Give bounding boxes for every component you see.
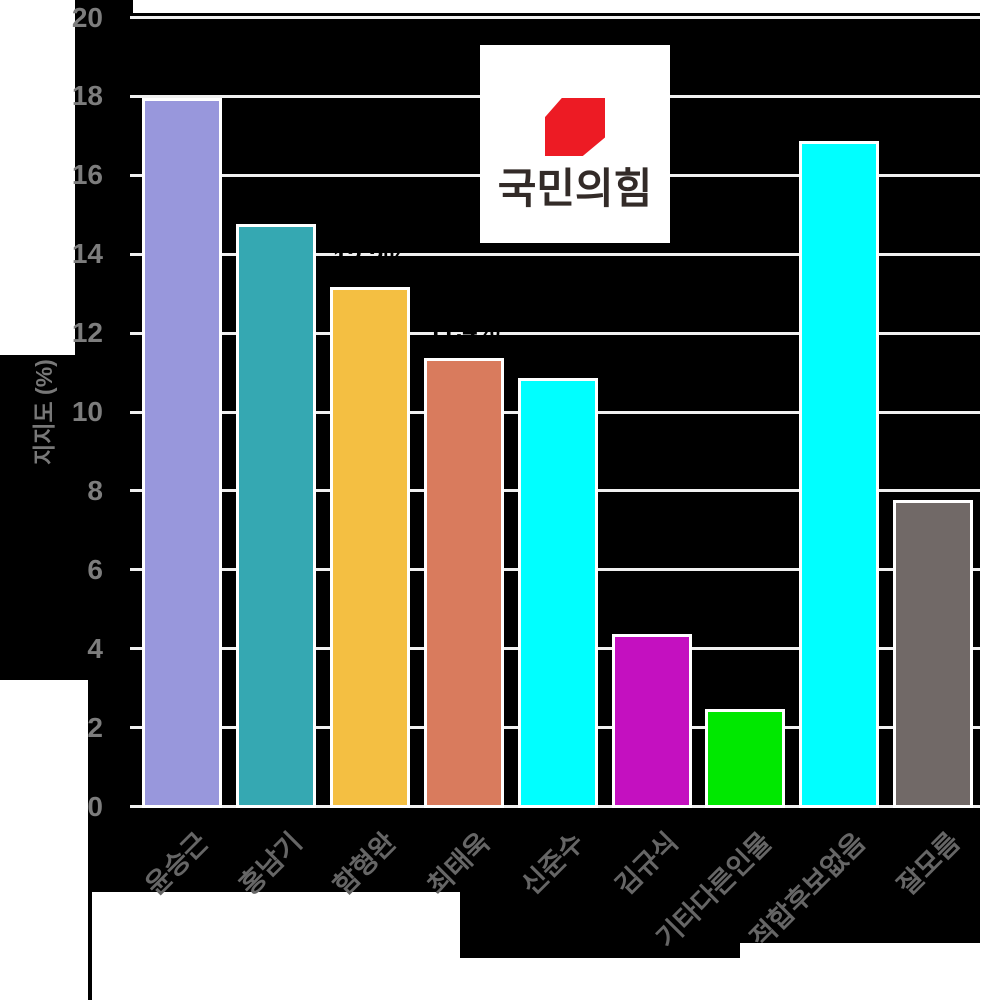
gridline-y-12: [130, 331, 980, 335]
y-tick-label-12: 12: [71, 317, 103, 349]
y-tick-label-10: 10: [71, 396, 103, 427]
bar-김규식: [612, 634, 692, 808]
bar-신준수: [518, 378, 598, 808]
value-label-잘모름: 7.8%: [903, 456, 963, 486]
y-tick-label-14: 14: [71, 238, 103, 270]
bar-홍남기: [236, 224, 316, 808]
x-tick-label-잘모름: 잘모름: [891, 826, 966, 901]
y-tick-label-0: 0: [87, 790, 103, 822]
value-label-김규식: 4.4%: [622, 590, 682, 620]
y-tick-label-8: 8: [87, 474, 103, 506]
x-tick-label-김규식: 김규식: [609, 826, 684, 901]
party-logo: 국민의힘: [480, 45, 670, 243]
x-tick-label-홍남기: 홍남기: [234, 826, 309, 901]
y-tick-label-6: 6: [87, 553, 103, 585]
bar-최태욱: [424, 358, 504, 808]
y-tick-label-2: 2: [87, 711, 103, 743]
value-label-신준수: 10.9%: [521, 334, 595, 364]
y-axis-title: 지지도 (%): [31, 359, 57, 465]
bar-기타다른인물: [705, 709, 785, 808]
white-artifact-bottom-3: [740, 943, 1000, 1000]
white-artifact-bottom-2: [460, 958, 740, 1000]
white-artifact-right-column: [980, 0, 1000, 1000]
y-tick-label-16: 16: [71, 159, 103, 191]
gridline-y-20: [130, 16, 980, 19]
value-label-기타다른인물: 2.5%: [715, 665, 775, 695]
white-artifact-top-left: [0, 0, 75, 355]
party-logo-text: 국민의힘: [497, 165, 653, 212]
x-tick-label-최태욱: 최태욱: [421, 826, 496, 901]
ppp-symbol-icon: [545, 98, 605, 156]
bar-잘모름: [893, 500, 973, 808]
y-tick-label-18: 18: [71, 80, 103, 112]
bar-적합후보없음: [799, 141, 879, 808]
white-artifact-left-bottom: [0, 680, 88, 1000]
x-tick-label-신준수: 신준수: [515, 826, 590, 901]
white-artifact-top-strip: [133, 0, 1000, 13]
bar-함형완: [330, 287, 410, 808]
value-label-윤승근: 18.0%: [145, 54, 219, 84]
value-label-최태욱: 11.4%: [427, 314, 501, 344]
value-label-적합후보없음: 16.9%: [802, 97, 876, 127]
white-artifact-bottom-1: [92, 892, 460, 1000]
x-tick-label-윤승근: 윤승근: [140, 826, 215, 901]
y-tick-label-4: 4: [87, 632, 103, 664]
bar-윤승근: [142, 98, 222, 808]
x-tick-label-함형완: 함형완: [328, 826, 402, 901]
value-label-함형완: 13.2%: [333, 243, 407, 273]
value-label-홍남기: 14.8%: [239, 180, 313, 210]
gridline-y-14: [130, 252, 980, 256]
y-tick-label-20: 20: [71, 1, 103, 33]
